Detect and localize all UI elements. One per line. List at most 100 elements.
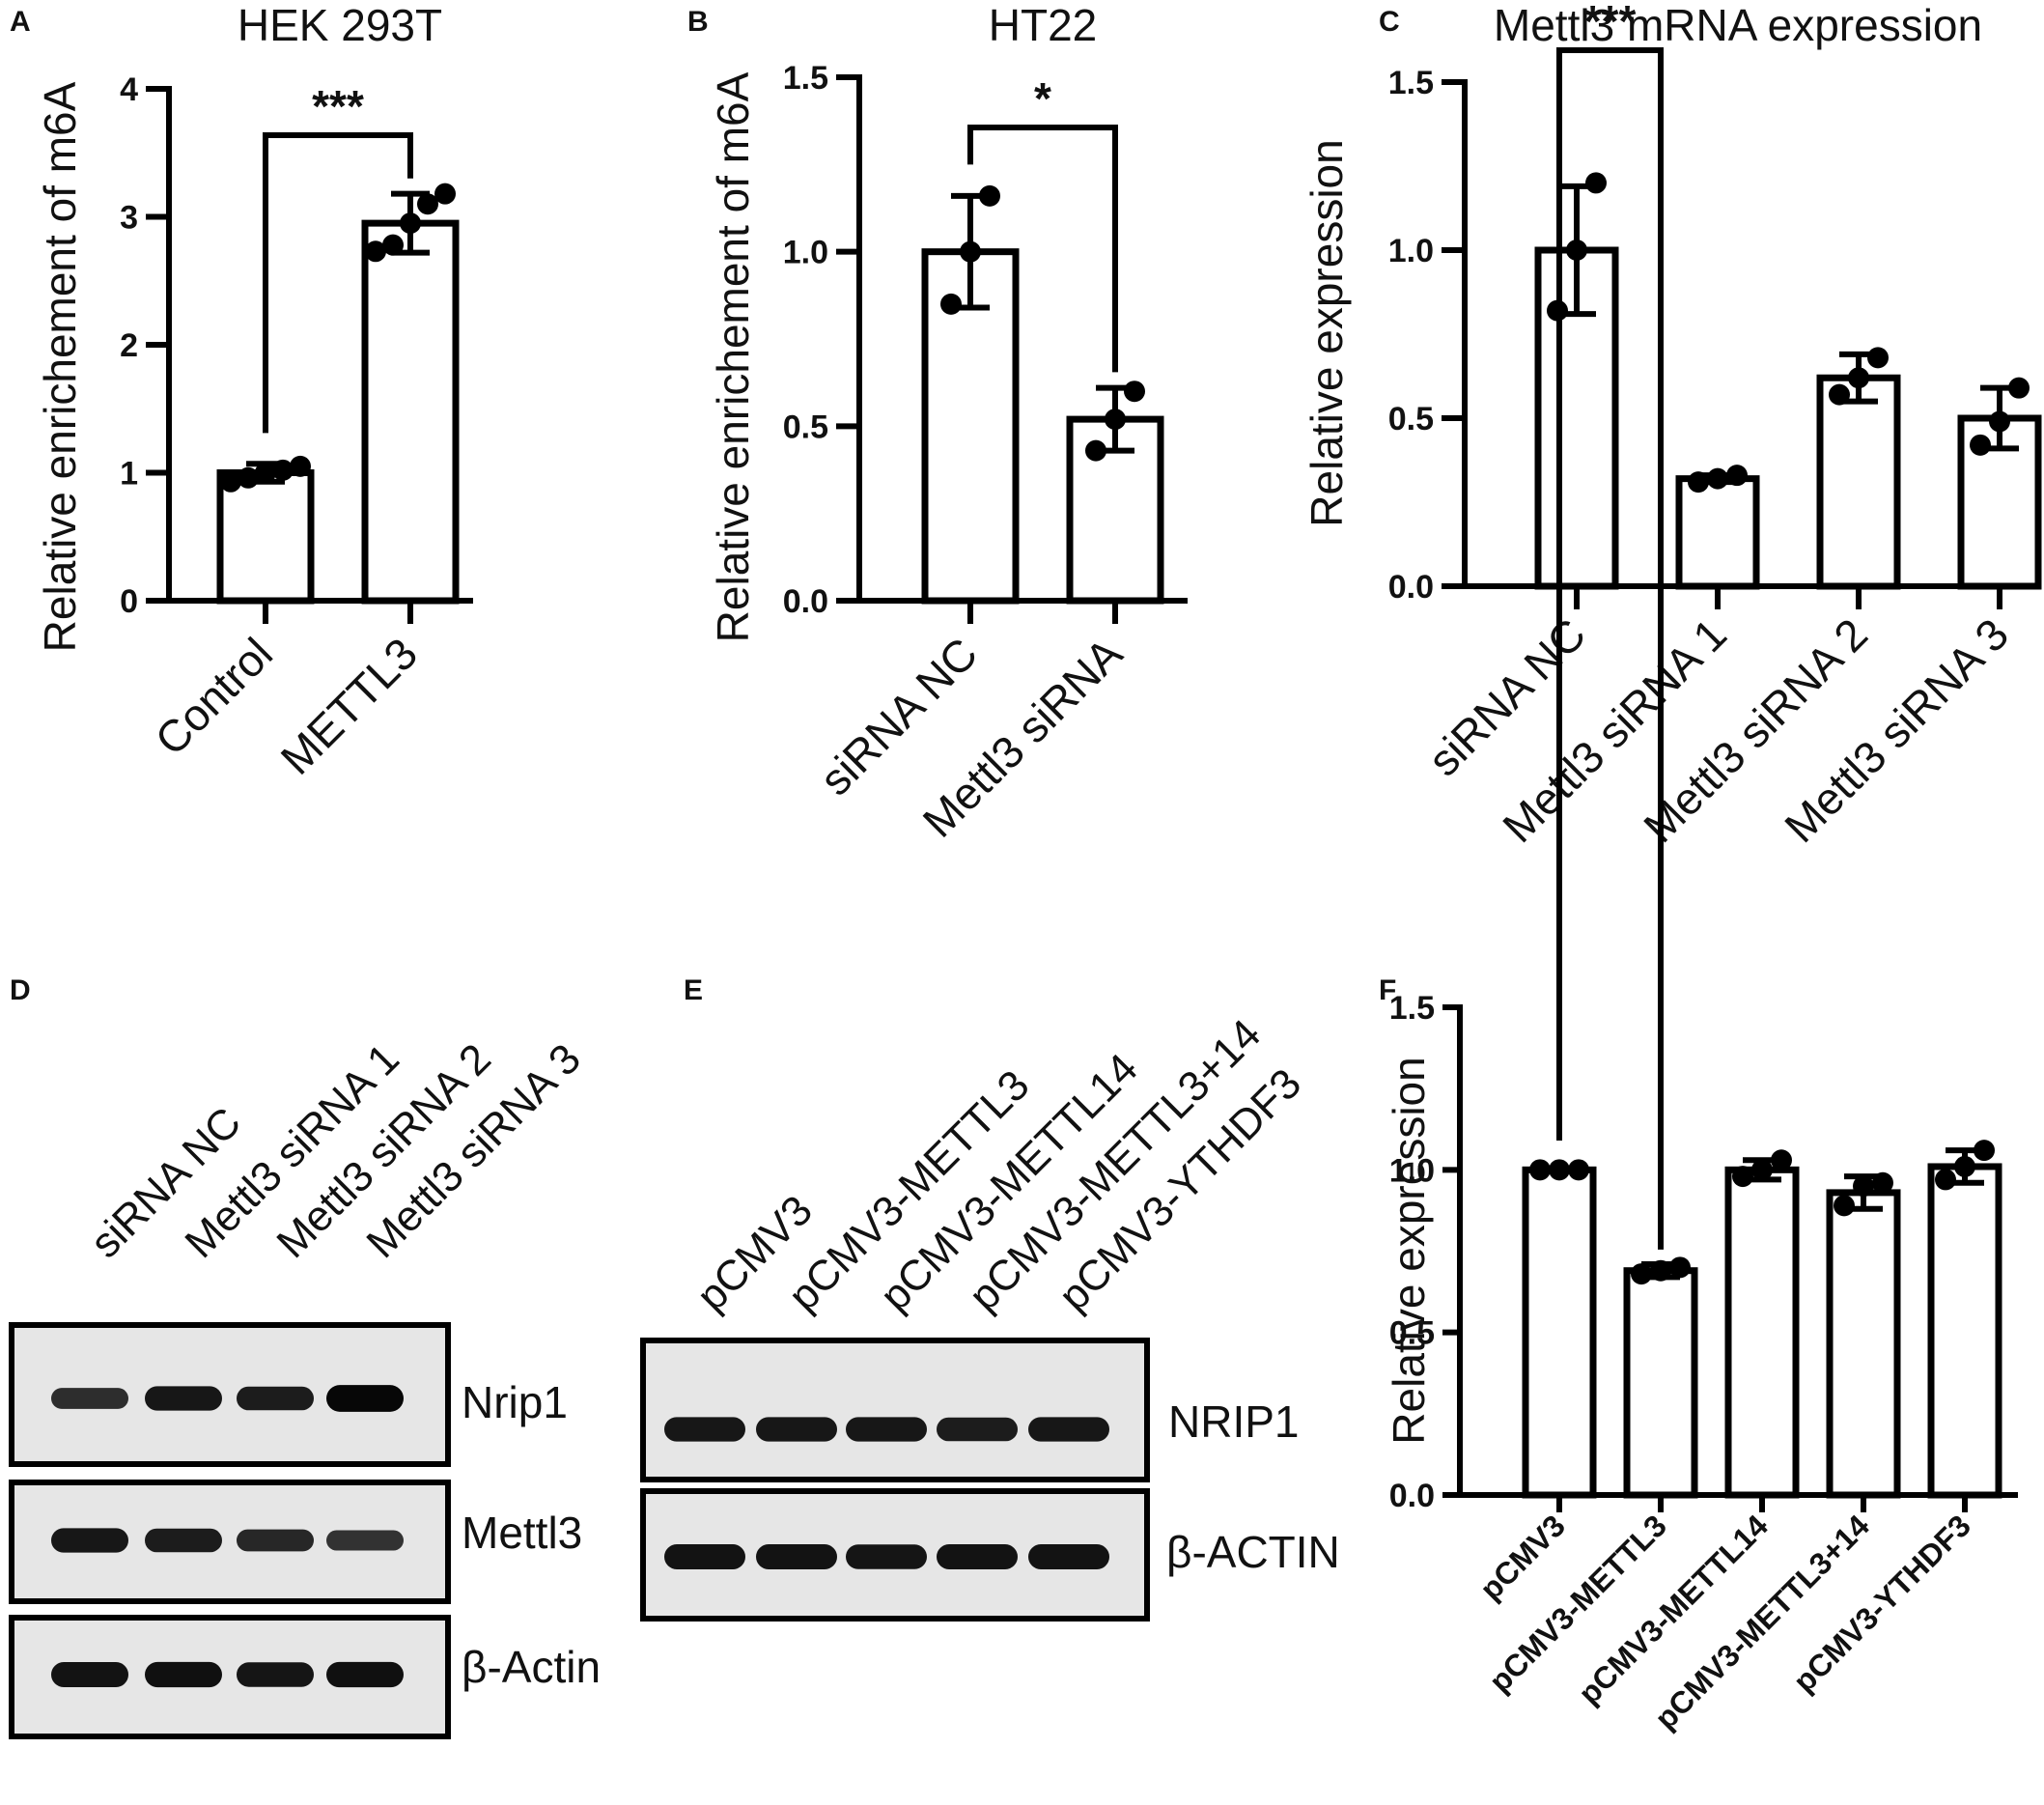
data-point — [1974, 1140, 1995, 1162]
y-axis-label: Relative enrichement of m6A — [708, 71, 758, 642]
significance-bracket — [967, 125, 1118, 373]
chart-title: HT22 — [989, 0, 1097, 50]
data-point — [1726, 465, 1748, 487]
blot-band — [756, 1544, 837, 1569]
significance-label: *** — [1584, 0, 1637, 46]
bar — [1522, 1166, 1597, 1499]
y-tick-label: 1.5 — [783, 60, 828, 97]
panel-label-d: D — [10, 974, 31, 1006]
data-point — [1566, 240, 1587, 261]
data-point — [1853, 1175, 1874, 1198]
bar — [1826, 1189, 1901, 1499]
y-tick-label: 0.5 — [783, 409, 828, 445]
data-point — [979, 184, 1000, 207]
blot-band — [326, 1661, 404, 1688]
data-point — [1970, 434, 1991, 456]
blot-band — [846, 1417, 927, 1442]
blot-band — [1028, 1417, 1109, 1442]
blot-d: siRNA NC Mettl3 siRNA 1 Mettl3 siRNA 2 M… — [9, 1035, 601, 1739]
data-point — [1848, 367, 1869, 389]
bar — [1675, 475, 1760, 590]
chart-c: Mettl3 mRNA expression Relative expressio… — [1302, 0, 2042, 852]
blot-d-bands — [51, 1385, 404, 1688]
y-axis-label: Relative expression — [1302, 139, 1352, 526]
data-point — [382, 234, 404, 256]
y-tick-label: 1 — [120, 456, 138, 493]
blot-band — [51, 1528, 128, 1553]
data-point — [365, 240, 386, 263]
data-point — [1732, 1166, 1753, 1188]
blot-band — [237, 1662, 314, 1687]
blot-e-protein-label: NRIP1 — [1168, 1396, 1299, 1447]
data-point — [1867, 347, 1889, 369]
blot-band — [937, 1544, 1018, 1569]
data-point — [1124, 381, 1145, 403]
data-point — [1707, 467, 1728, 490]
y-tick-label: 3 — [120, 200, 138, 237]
bar — [216, 469, 315, 605]
data-point — [255, 462, 276, 484]
y-tick-label: 1.5 — [1388, 65, 1434, 101]
data-point — [417, 193, 438, 215]
blot-e: pCMV3 pCMV3-METTL3 pCMV3-METTL14 pCMV3-M… — [640, 1010, 1340, 1622]
significance-label: *** — [312, 81, 364, 131]
data-point — [290, 455, 311, 477]
y-tick-label: 1.5 — [1389, 990, 1435, 1027]
blot-d-protein-label: β-Actin — [462, 1642, 601, 1692]
data-point — [1105, 409, 1126, 431]
panel-label-e: E — [684, 974, 703, 1006]
x-tick-label: METTL3 — [271, 628, 427, 783]
data-point — [1585, 172, 1607, 194]
significance-bracket — [263, 132, 413, 434]
data-point — [940, 293, 962, 315]
data-point — [1751, 1159, 1773, 1181]
data-point — [1669, 1256, 1691, 1279]
data-point — [272, 459, 294, 481]
data-point — [1688, 471, 1709, 494]
data-point — [1872, 1171, 1893, 1194]
blot-band — [51, 1388, 128, 1409]
y-tick-label: 0.0 — [1389, 1478, 1435, 1514]
panel-label-b: B — [687, 6, 709, 38]
y-tick-label: 0.5 — [1388, 401, 1434, 437]
panel-label-f: F — [1379, 974, 1396, 1006]
data-point — [1829, 383, 1850, 406]
y-tick-label: 0 — [120, 583, 138, 620]
panel-label-c: C — [1379, 6, 1400, 38]
blot-band — [145, 1661, 222, 1688]
y-tick-label: 4 — [120, 71, 138, 108]
bar — [1623, 1267, 1698, 1499]
blot-e-bands — [664, 1417, 1109, 1569]
x-tick-label: pCMV3-METTL3 — [1482, 1508, 1673, 1699]
panel-label-a: A — [10, 6, 31, 38]
blot-band — [846, 1544, 927, 1569]
data-point — [1085, 439, 1106, 462]
data-point — [1529, 1159, 1551, 1181]
x-tick-label: pCMV3-YTHDF3 — [1786, 1508, 1977, 1699]
y-tick-label: 0.5 — [1389, 1315, 1435, 1352]
data-point — [238, 466, 259, 489]
data-point — [400, 212, 421, 235]
blot-band — [326, 1385, 404, 1412]
y-tick-label: 1.0 — [1389, 1152, 1435, 1189]
blot-panel — [640, 1338, 1150, 1482]
y-tick-label: 2 — [120, 327, 138, 364]
data-point — [1834, 1195, 1855, 1217]
blot-e-protein-label: β-ACTIN — [1166, 1527, 1340, 1577]
chart-b: HT22 Relative enrichement of m6A 0.0 0.5 1.0… — [708, 0, 1188, 847]
x-tick-label: pCMV3-METTL14 — [1572, 1508, 1775, 1710]
blot-band — [145, 1528, 222, 1553]
blot-band — [237, 1386, 314, 1411]
x-tick-label: pCMV3 — [1473, 1508, 1572, 1606]
y-axis-label: Relative enrichement of m6A — [35, 81, 85, 652]
blot-band — [237, 1529, 314, 1552]
blot-band — [145, 1386, 222, 1411]
bar — [361, 219, 460, 605]
blot-band — [664, 1417, 745, 1442]
y-tick-label: 1.0 — [783, 235, 828, 271]
bar — [1927, 1163, 2002, 1499]
data-point — [1650, 1259, 1671, 1282]
data-point — [1568, 1159, 1589, 1181]
x-tick-label: Control — [145, 628, 282, 765]
y-tick-label: 0.0 — [1388, 569, 1434, 606]
